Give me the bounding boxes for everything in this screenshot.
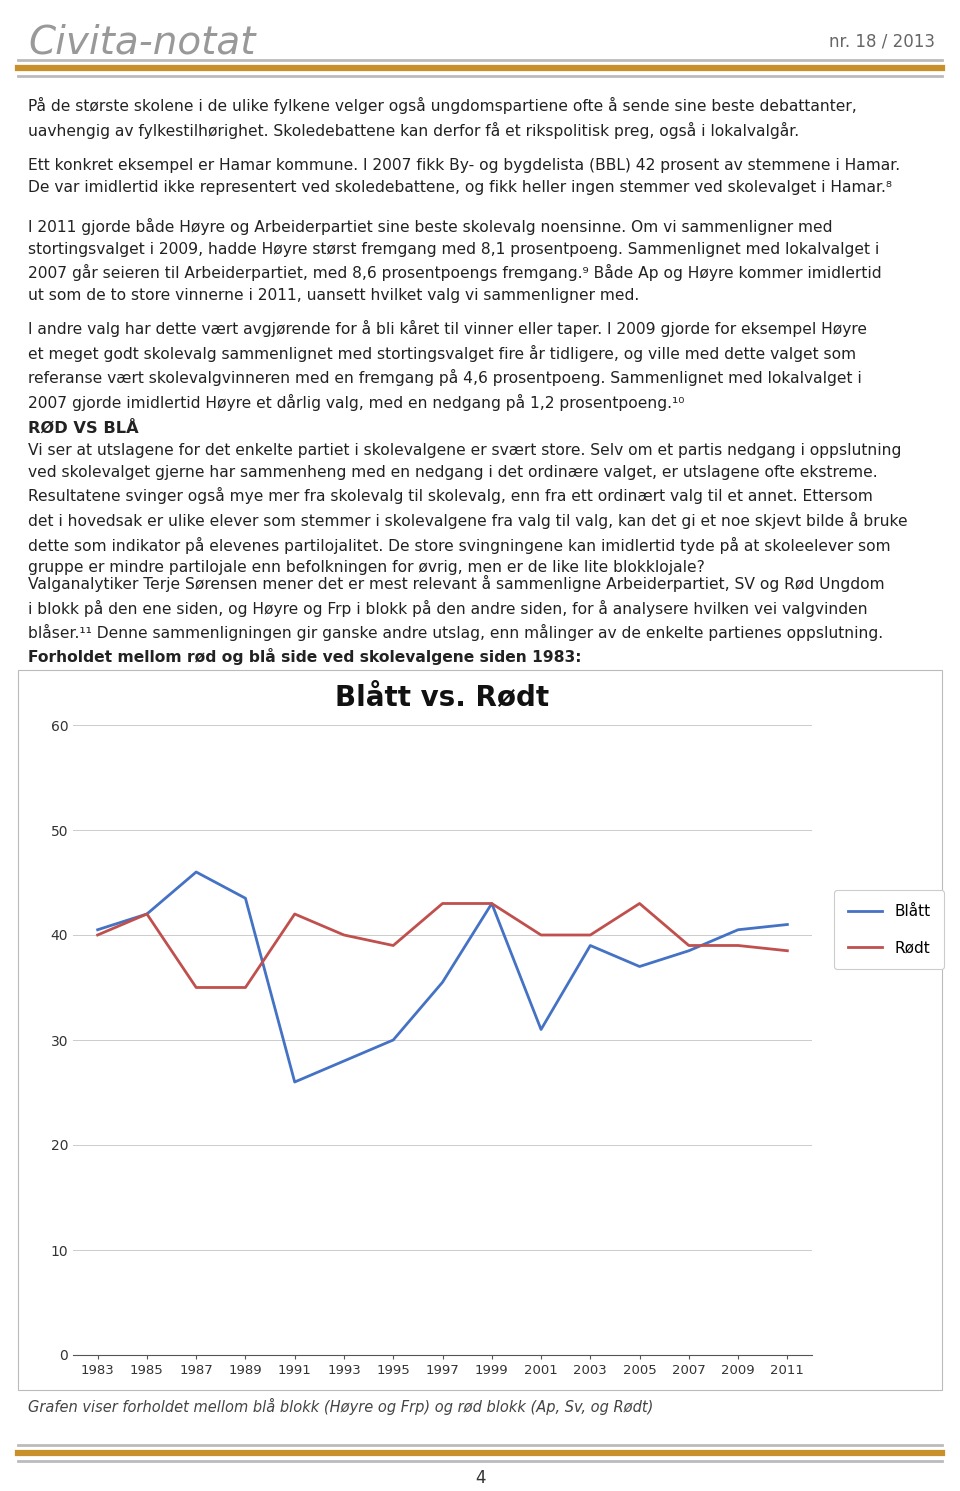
Text: 4: 4 bbox=[475, 1469, 485, 1487]
Text: På de største skolene i de ulike fylkene velger også ungdomspartiene ofte å send: På de største skolene i de ulike fylkene… bbox=[28, 97, 856, 139]
Text: I 2011 gjorde både Høyre og Arbeiderpartiet sine beste skolevalg noensinne. Om v: I 2011 gjorde både Høyre og Arbeiderpart… bbox=[28, 218, 881, 303]
Text: Valganalytiker Terje Sørensen mener det er mest relevant å sammenligne Arbeiderp: Valganalytiker Terje Sørensen mener det … bbox=[28, 576, 884, 641]
Text: Vi ser at utslagene for det enkelte partiet i skolevalgene er svært store. Selv : Vi ser at utslagene for det enkelte part… bbox=[28, 443, 907, 576]
Text: Grafen viser forholdet mellom blå blokk (Høyre og Frp) og rød blokk (Ap, Sv, og : Grafen viser forholdet mellom blå blokk … bbox=[28, 1399, 654, 1415]
Text: I andre valg har dette vært avgjørende for å bli kåret til vinner eller taper. I: I andre valg har dette vært avgjørende f… bbox=[28, 321, 867, 412]
Text: RØD VS BLÅ: RØD VS BLÅ bbox=[28, 420, 138, 435]
Title: Blått vs. Rødt: Blått vs. Rødt bbox=[335, 683, 549, 711]
Text: Forholdet mellom rød og blå side ved skolevalgene siden 1983:: Forholdet mellom rød og blå side ved sko… bbox=[28, 649, 582, 665]
Text: Civita-notat: Civita-notat bbox=[28, 22, 255, 61]
Bar bbox=[18, 669, 942, 1390]
Text: nr. 18 / 2013: nr. 18 / 2013 bbox=[829, 33, 935, 51]
Text: Ett konkret eksempel er Hamar kommune. I 2007 fikk By- og bygdelista (BBL) 42 pr: Ett konkret eksempel er Hamar kommune. I… bbox=[28, 158, 900, 195]
Legend: Blått, Rødt: Blått, Rødt bbox=[834, 890, 944, 969]
